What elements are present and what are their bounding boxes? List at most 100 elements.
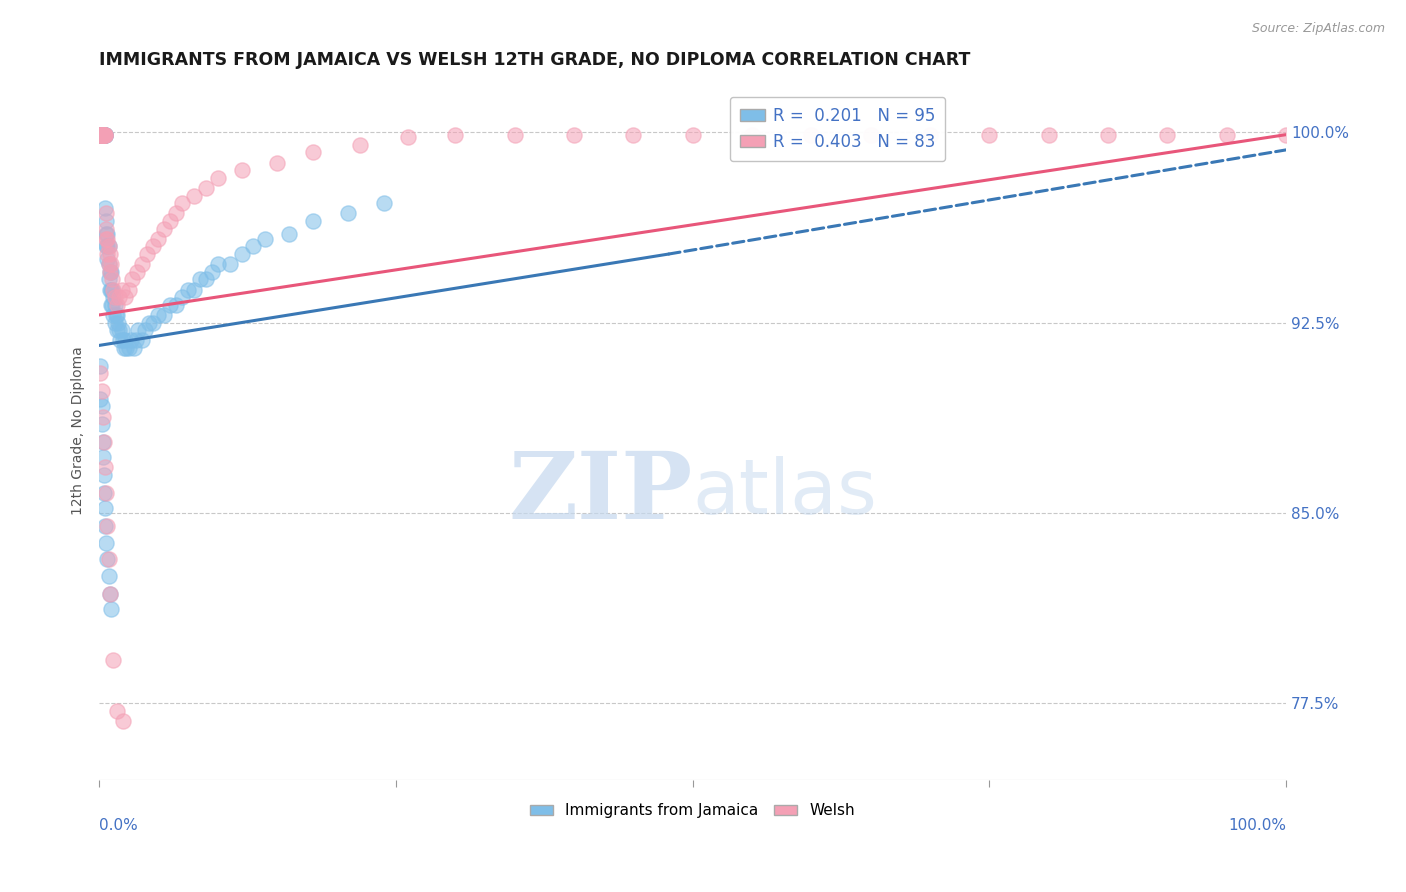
Point — [111, 323, 134, 337]
Point — [134, 323, 156, 337]
Point — [89, 128, 111, 142]
Point — [266, 155, 288, 169]
Point — [800, 128, 823, 142]
Point — [91, 128, 114, 142]
Point — [97, 239, 120, 253]
Point — [94, 128, 117, 142]
Point — [301, 214, 323, 228]
Point — [107, 316, 129, 330]
Point — [96, 214, 118, 228]
Point — [94, 128, 117, 142]
Point — [231, 247, 253, 261]
Point — [103, 298, 125, 312]
Point — [94, 500, 117, 515]
Point — [100, 298, 122, 312]
Point — [90, 128, 112, 142]
Point — [131, 334, 153, 348]
Text: Source: ZipAtlas.com: Source: ZipAtlas.com — [1251, 22, 1385, 36]
Point — [1215, 128, 1237, 142]
Point — [621, 128, 644, 142]
Point — [90, 128, 112, 142]
Point — [111, 334, 134, 348]
Point — [89, 392, 111, 406]
Point — [141, 316, 163, 330]
Point — [96, 551, 118, 566]
Point — [89, 128, 111, 142]
Point — [96, 227, 118, 241]
Point — [682, 128, 704, 142]
Point — [104, 308, 127, 322]
Point — [183, 283, 205, 297]
Point — [90, 400, 112, 414]
Point — [96, 518, 118, 533]
Point — [114, 334, 136, 348]
Point — [97, 239, 120, 253]
Point — [148, 232, 170, 246]
Point — [103, 308, 125, 322]
Point — [108, 290, 131, 304]
Point — [194, 272, 217, 286]
Point — [118, 283, 141, 297]
Point — [90, 128, 112, 142]
Point — [105, 308, 128, 322]
Point — [90, 128, 112, 142]
Point — [121, 272, 143, 286]
Point — [98, 265, 121, 279]
Point — [562, 128, 585, 142]
Point — [96, 221, 118, 235]
Point — [89, 128, 111, 142]
Point — [112, 341, 135, 355]
Point — [183, 188, 205, 202]
Text: atlas: atlas — [693, 457, 877, 531]
Point — [859, 128, 882, 142]
Point — [349, 137, 371, 152]
Point — [254, 232, 277, 246]
Point — [141, 239, 163, 253]
Point — [94, 128, 117, 142]
Point — [172, 196, 194, 211]
Point — [91, 128, 114, 142]
Point — [444, 128, 467, 142]
Point — [97, 569, 120, 583]
Point — [93, 434, 115, 449]
Point — [127, 265, 149, 279]
Point — [96, 232, 118, 246]
Point — [91, 450, 114, 464]
Point — [373, 196, 395, 211]
Point — [110, 334, 132, 348]
Point — [98, 247, 121, 261]
Point — [148, 308, 170, 322]
Point — [103, 283, 125, 297]
Point — [103, 316, 125, 330]
Point — [207, 170, 229, 185]
Point — [101, 298, 124, 312]
Point — [94, 460, 117, 475]
Point — [111, 283, 134, 297]
Text: 100.0%: 100.0% — [1227, 818, 1286, 833]
Point — [93, 467, 115, 482]
Point — [97, 257, 120, 271]
Point — [165, 298, 187, 312]
Point — [93, 128, 115, 142]
Point — [90, 128, 112, 142]
Point — [122, 341, 145, 355]
Point — [97, 257, 120, 271]
Point — [103, 653, 125, 667]
Point — [94, 128, 117, 142]
Point — [91, 128, 114, 142]
Point — [89, 367, 111, 381]
Text: IMMIGRANTS FROM JAMAICA VS WELSH 12TH GRADE, NO DIPLOMA CORRELATION CHART: IMMIGRANTS FROM JAMAICA VS WELSH 12TH GR… — [100, 51, 970, 69]
Point — [165, 206, 187, 220]
Point — [159, 298, 181, 312]
Point — [100, 265, 122, 279]
Point — [159, 214, 181, 228]
Point — [94, 128, 117, 142]
Point — [90, 128, 112, 142]
Point — [91, 128, 114, 142]
Point — [96, 485, 118, 500]
Y-axis label: 12th Grade, No Diploma: 12th Grade, No Diploma — [72, 346, 86, 515]
Point — [93, 128, 115, 142]
Point — [96, 247, 118, 261]
Point — [100, 283, 122, 297]
Point — [94, 518, 117, 533]
